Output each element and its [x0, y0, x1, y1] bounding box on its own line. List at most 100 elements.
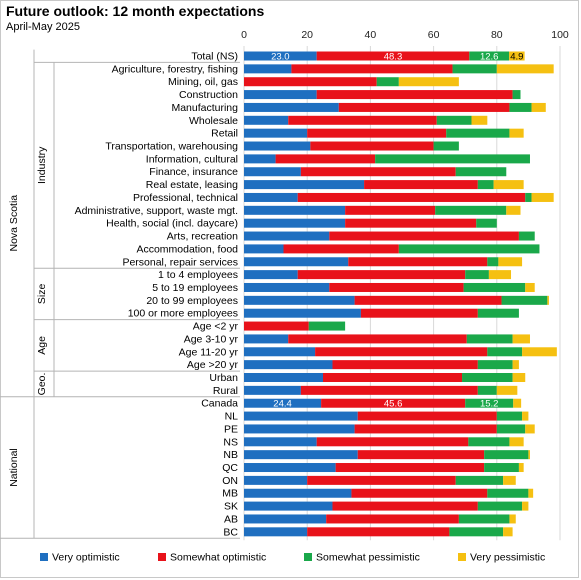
category-label: Age 3-10 yr — [184, 333, 239, 345]
category-label: 5 to 19 employees — [152, 282, 238, 294]
category-label: Rural — [213, 385, 238, 397]
bar-segment — [525, 192, 532, 202]
bar-segment — [244, 347, 316, 357]
bar-segment — [329, 231, 519, 241]
category-label: NS — [223, 436, 238, 448]
bar-segment — [449, 527, 504, 537]
bar-segment — [244, 244, 284, 254]
bar-segment — [360, 308, 478, 318]
bar-segment — [244, 334, 289, 344]
bar-segment — [338, 102, 510, 112]
bar-segment — [477, 360, 513, 370]
data-label: 24.4 — [273, 399, 292, 410]
bar-segment — [498, 257, 523, 267]
category-label: Administrative, support, waste mgt. — [75, 205, 238, 217]
bar-segment — [503, 475, 516, 485]
legend-label: Somewhat optimistic — [170, 552, 266, 564]
category-label: 20 to 99 employees — [146, 295, 238, 307]
bar-segment — [518, 231, 535, 241]
bar-segment — [307, 527, 450, 537]
bar-segment — [297, 270, 466, 280]
category-label: NB — [223, 449, 238, 461]
bar-segment — [477, 501, 523, 511]
group-label: Industry — [36, 146, 48, 184]
category-label: Urban — [209, 372, 238, 384]
legend-swatch — [158, 553, 166, 561]
bar-segment — [244, 167, 301, 177]
bar-segment — [332, 360, 478, 370]
bar-segment — [244, 141, 311, 151]
bar-segment — [477, 385, 497, 395]
category-label: NL — [225, 411, 239, 423]
bar-segment — [518, 463, 524, 473]
category-label: Retail — [211, 128, 238, 140]
bar-segment — [244, 218, 346, 228]
bar-segment — [244, 488, 352, 498]
bar-segment — [484, 450, 529, 460]
bar-segment — [326, 514, 459, 524]
bar-segment — [244, 77, 377, 87]
bar-segment — [468, 437, 510, 447]
category-label: QC — [222, 462, 238, 474]
bar-segment — [244, 514, 327, 524]
category-label: Manufacturing — [171, 102, 238, 114]
bar-segment — [496, 64, 554, 74]
x-tick-label: 20 — [301, 29, 313, 41]
bar-segment — [244, 128, 308, 138]
category-label: Professional, technical — [133, 192, 238, 204]
bar-segment — [509, 102, 532, 112]
bar-segment — [288, 115, 437, 125]
x-tick-label: 80 — [491, 29, 503, 41]
bar-segment — [496, 385, 518, 395]
category-label: Construction — [179, 89, 238, 101]
bar-segment — [316, 51, 470, 61]
bar-segment — [345, 218, 477, 228]
bar-segment — [509, 51, 525, 61]
category-label: Age <2 yr — [193, 321, 239, 333]
bar-segment — [513, 398, 522, 408]
group-label: Age — [36, 336, 48, 355]
bar-segment — [476, 218, 497, 228]
bar-segment — [375, 154, 530, 164]
category-label: Arts, recreation — [167, 231, 238, 243]
category-label: Health, social (incl. daycare) — [106, 218, 238, 230]
bar-segment — [348, 257, 488, 267]
bar-segment — [332, 501, 478, 511]
bar-segment — [487, 488, 529, 498]
bar-segment — [509, 514, 516, 524]
bar-segment — [528, 450, 530, 460]
bar-segment — [522, 411, 529, 421]
bar-segment — [244, 180, 365, 190]
bar-segment — [351, 488, 488, 498]
bar-segment — [307, 128, 447, 138]
bar-segment — [435, 205, 507, 215]
category-label: ON — [222, 475, 238, 487]
bar-segment — [310, 141, 434, 151]
bar-segment — [463, 282, 526, 292]
bar-segment — [436, 115, 472, 125]
bar-segment — [433, 141, 459, 151]
bar-segment — [244, 205, 346, 215]
bar-segment — [297, 192, 526, 202]
bar-segment — [244, 270, 298, 280]
category-label: PE — [224, 423, 238, 435]
bar-segment — [354, 295, 502, 305]
bar-segment — [484, 463, 519, 473]
bar-segment — [503, 527, 513, 537]
category-label: Finance, insurance — [149, 166, 238, 178]
bar-segment — [300, 385, 478, 395]
category-label: Age 11-20 yr — [179, 346, 239, 358]
bar-segment — [509, 437, 524, 447]
bar-segment — [316, 437, 469, 447]
bar-segment — [315, 347, 488, 357]
bar-segment — [357, 450, 485, 460]
bar-segment — [300, 167, 456, 177]
bar-segment — [244, 385, 301, 395]
bar-segment — [462, 373, 513, 382]
chart-title: Future outlook: 12 month expectations — [6, 3, 265, 19]
x-tick-label: 100 — [551, 29, 569, 41]
category-label: MB — [222, 488, 238, 500]
category-label: Total (NS) — [191, 51, 238, 63]
category-label: Age >20 yr — [187, 359, 239, 371]
